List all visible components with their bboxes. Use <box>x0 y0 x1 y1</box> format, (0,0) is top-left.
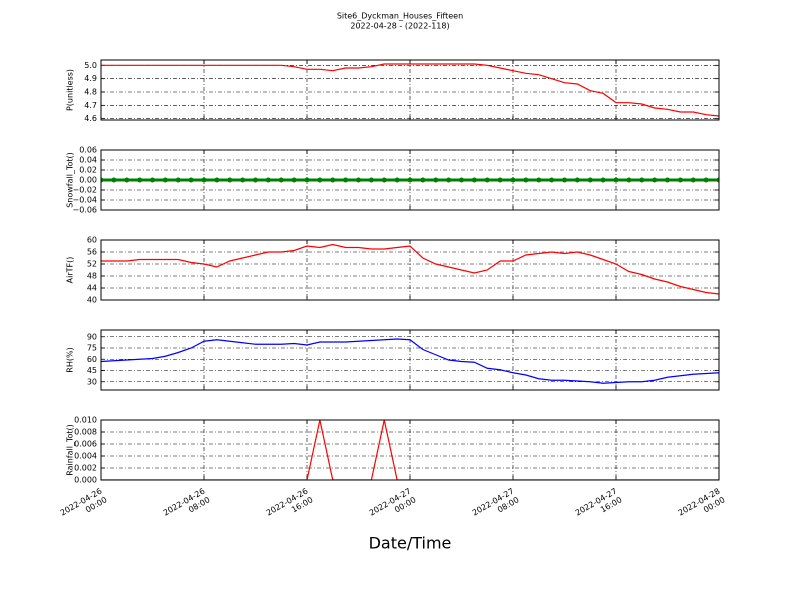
y-tick-label: 4.6 <box>84 114 97 123</box>
data-marker <box>562 177 567 183</box>
data-marker <box>446 177 452 183</box>
y-tick-label: 90 <box>87 332 97 341</box>
data-line <box>101 63 719 117</box>
data-marker <box>253 177 258 183</box>
data-marker <box>407 177 413 183</box>
data-marker <box>101 177 104 183</box>
data-marker <box>639 177 645 183</box>
y-tick-label: 0.02 <box>79 166 97 175</box>
data-marker <box>677 177 683 183</box>
y-tick-label: −0.06 <box>72 206 97 215</box>
y-tick-label: 5.0 <box>84 61 97 70</box>
data-marker <box>574 177 580 183</box>
plot-area <box>101 63 719 117</box>
data-marker <box>716 177 719 183</box>
data-line <box>101 243 719 295</box>
y-tick-label: −0.04 <box>72 196 97 205</box>
y-tick-label: 0.04 <box>79 156 97 165</box>
y-tick-label: −0.02 <box>72 186 97 195</box>
plot-area <box>101 243 719 295</box>
data-marker <box>278 177 284 183</box>
data-marker <box>536 177 542 183</box>
plot-area <box>101 338 719 384</box>
y-tick-label: 45 <box>87 366 97 375</box>
y-tick-label: 60 <box>87 236 97 245</box>
data-marker <box>175 177 181 183</box>
data-marker <box>471 177 477 183</box>
data-marker <box>523 177 529 183</box>
data-marker <box>227 177 233 183</box>
data-marker <box>240 177 246 183</box>
data-marker <box>343 177 349 183</box>
data-marker <box>381 177 387 183</box>
data-marker <box>484 177 490 183</box>
data-marker <box>137 177 143 183</box>
data-marker <box>652 177 658 183</box>
axes-frame <box>100 59 720 121</box>
data-marker <box>201 177 207 183</box>
data-marker <box>150 177 155 183</box>
y-tick-label: 44 <box>87 284 97 293</box>
y-tick-label: 0.000 <box>74 476 97 485</box>
y-tick-label: 0.06 <box>79 146 97 155</box>
data-marker <box>265 177 271 183</box>
axes-frame <box>100 419 720 481</box>
y-tick-label: 4.9 <box>84 74 97 83</box>
y-tick-label: 60 <box>87 355 97 364</box>
y-tick-label: 0.004 <box>74 452 97 461</box>
y-tick-label: 0.006 <box>74 440 97 449</box>
y-tick-label: 0.008 <box>74 428 97 437</box>
x-axis-label: Date/Time <box>369 534 452 553</box>
data-marker <box>459 177 464 183</box>
y-tick-label: 30 <box>87 377 97 386</box>
data-marker <box>510 177 516 183</box>
axes-frame <box>100 149 720 211</box>
data-marker <box>394 177 400 183</box>
axes-frame <box>100 329 720 391</box>
data-marker <box>600 177 606 183</box>
data-marker <box>330 177 336 183</box>
data-marker <box>626 177 632 183</box>
y-axis-label: AirTF() <box>66 257 75 284</box>
plot-area <box>101 177 719 183</box>
data-marker <box>304 177 310 183</box>
y-tick-label: 40 <box>87 296 97 305</box>
y-axis-label: RH(%) <box>66 347 75 372</box>
data-marker <box>497 177 503 183</box>
y-axis-label: P(unitless) <box>66 69 75 111</box>
y-tick-label: 52 <box>87 260 97 269</box>
y-tick-label: 48 <box>87 272 97 281</box>
figure-title: Site6_Dyckman_Houses_Fifteen <box>337 12 463 21</box>
data-marker <box>317 177 323 183</box>
data-marker <box>703 177 709 183</box>
y-tick-label: 4.7 <box>84 101 97 110</box>
data-marker <box>214 177 220 183</box>
data-marker <box>356 177 361 183</box>
y-tick-label: 75 <box>87 344 97 353</box>
axes-frame <box>100 239 720 301</box>
data-marker <box>549 177 555 183</box>
data-marker <box>665 177 670 183</box>
data-marker <box>433 177 439 183</box>
data-marker <box>291 177 297 183</box>
y-axis-label: Snowfall_Tot() <box>66 152 75 208</box>
data-marker <box>124 177 130 183</box>
y-tick-label: 0.010 <box>74 416 97 425</box>
y-axis-label: Rainfall_Tot() <box>66 424 75 476</box>
y-tick-label: 56 <box>87 248 97 257</box>
data-marker <box>690 177 696 183</box>
figure-subtitle: 2022-04-28 - (2022-118) <box>350 22 449 31</box>
data-marker <box>420 177 426 183</box>
data-marker <box>368 177 374 183</box>
y-tick-label: 4.8 <box>84 88 97 97</box>
y-tick-label: 0.002 <box>74 464 97 473</box>
y-tick-label: 0.00 <box>79 176 97 185</box>
data-line <box>101 338 719 384</box>
data-marker <box>111 177 117 183</box>
data-marker <box>188 177 194 183</box>
data-marker <box>162 177 168 183</box>
data-marker <box>613 177 619 183</box>
data-marker <box>587 177 593 183</box>
